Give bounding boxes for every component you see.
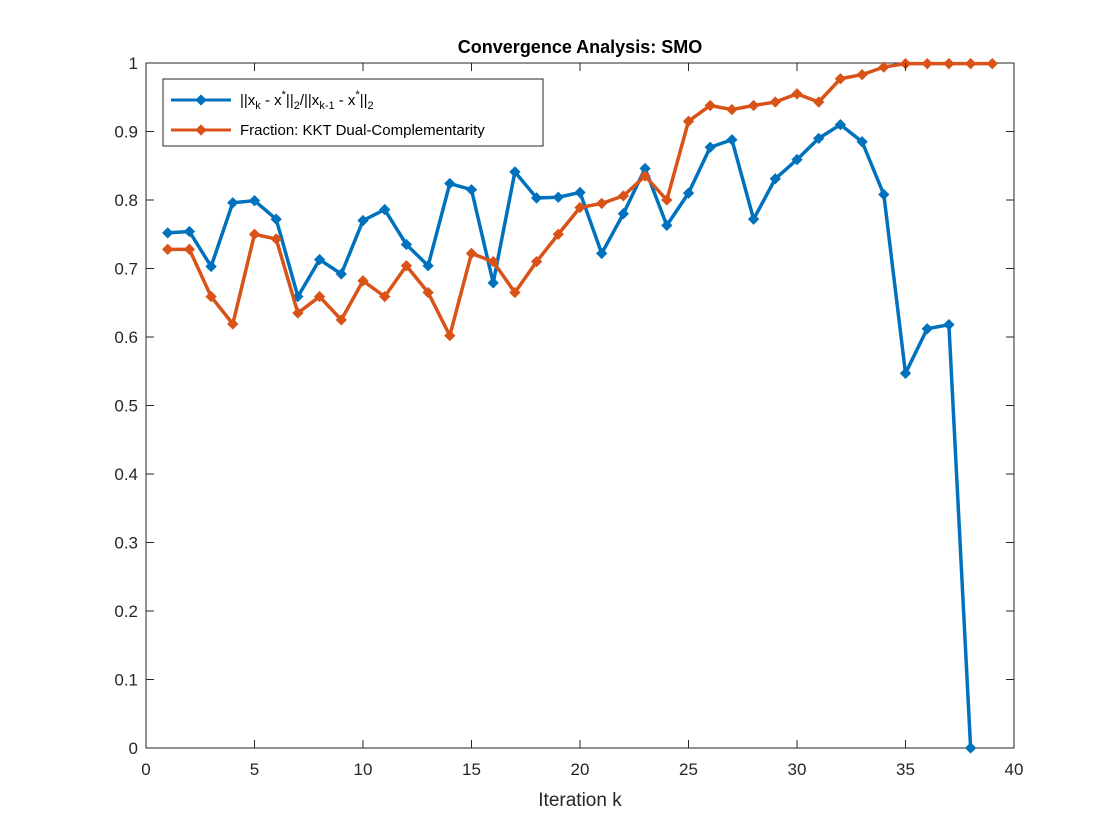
series-1-point xyxy=(162,227,174,239)
x-tick-label: 40 xyxy=(1005,760,1024,779)
series-2-point xyxy=(422,286,434,299)
series-2-point xyxy=(574,201,586,214)
series-1-point xyxy=(444,177,456,190)
series-1-point xyxy=(379,203,391,216)
x-axis-title: Iteration k xyxy=(538,790,622,811)
series-1-point xyxy=(357,214,369,227)
series-2-point xyxy=(596,197,608,210)
series-2-point xyxy=(183,243,196,255)
series-1-point xyxy=(487,277,499,289)
y-tick-label: 0.4 xyxy=(114,465,138,484)
y-tick-label: 0.5 xyxy=(114,397,138,416)
legend-box xyxy=(162,78,544,147)
series-2-point xyxy=(617,190,630,202)
series-1-point xyxy=(270,213,282,225)
series-2-point xyxy=(162,243,174,255)
series-2-point xyxy=(292,307,304,319)
series-1-point xyxy=(552,191,564,203)
series-1-point xyxy=(183,225,196,238)
series-2-point xyxy=(357,275,369,287)
series-2-point xyxy=(661,194,673,206)
y-tick-label: 0.8 xyxy=(114,191,138,210)
x-tick-label: 35 xyxy=(896,760,915,779)
series-1-point xyxy=(639,162,651,175)
series-2-point xyxy=(487,255,499,268)
y-tick-label: 0.7 xyxy=(114,260,138,279)
x-tick-label: 25 xyxy=(679,760,698,779)
series-1-point xyxy=(205,260,217,273)
series-2-point xyxy=(530,255,543,268)
plot-area xyxy=(145,62,1015,749)
series-1-point xyxy=(465,184,478,196)
x-tick-label: 20 xyxy=(571,760,590,779)
series-2-point xyxy=(227,318,239,330)
series-2-point xyxy=(400,260,413,272)
series-1-point xyxy=(422,260,434,272)
series-1-point xyxy=(313,253,326,266)
series-2-point xyxy=(444,329,456,342)
series-2-point xyxy=(248,228,261,240)
legend-label-series-2: Fraction: KKT Dual-Complementarity xyxy=(240,122,485,139)
x-tick-label: 0 xyxy=(141,760,150,779)
series-1-point xyxy=(530,192,543,204)
x-tick-label: 10 xyxy=(354,760,373,779)
series-1-point xyxy=(574,186,586,199)
series-1-point xyxy=(400,238,413,251)
y-tick-label: 0.6 xyxy=(114,328,138,347)
x-tick-label: 15 xyxy=(462,760,481,779)
series-1-point xyxy=(899,367,912,379)
series-1-point xyxy=(335,268,347,280)
x-tick-label: 5 xyxy=(250,760,259,779)
series-1-point xyxy=(964,742,977,754)
tick-layer: 0 5 10 15 20 25 30 35 40 0 0.1 0.2 0.3 0.4 0.5 0.6 0.7 0.… xyxy=(114,54,1023,779)
series-1-point xyxy=(682,187,695,199)
y-tick-label: 0.1 xyxy=(114,671,138,690)
series-2-point xyxy=(270,233,282,245)
series-1-point xyxy=(921,323,933,335)
series-1-point xyxy=(856,136,868,148)
series-1-point xyxy=(769,173,781,185)
series-2-point xyxy=(205,290,217,303)
series-1-point xyxy=(747,213,760,225)
series-1-point xyxy=(661,219,673,232)
series-2-point xyxy=(552,228,564,240)
chart-title: Convergence Analysis: SMO xyxy=(458,37,702,57)
series-1-point xyxy=(704,141,716,153)
series-1-point xyxy=(813,132,825,145)
series-1 xyxy=(162,118,977,754)
y-tick-label: 0.2 xyxy=(114,602,138,621)
series-2-point xyxy=(335,314,347,326)
series-1-point xyxy=(248,195,261,207)
series-1-point xyxy=(791,153,803,166)
series-2-point xyxy=(379,290,391,303)
y-tick-label: 0 xyxy=(129,739,138,758)
legend-label-series-1: ||xk - x*||2/||xk-1 - x*||2 xyxy=(240,89,374,112)
series-1-point xyxy=(726,134,738,146)
series-1-point xyxy=(617,208,630,220)
series-2-point xyxy=(465,247,478,260)
series-2-point xyxy=(313,290,326,303)
x-tick-label: 30 xyxy=(788,760,807,779)
y-tick-label: 0.9 xyxy=(114,123,138,142)
y-tick-label: 0.3 xyxy=(114,534,138,553)
series-1-point xyxy=(943,319,955,331)
series-1-point xyxy=(878,188,890,201)
series-1-point xyxy=(227,197,239,209)
y-tick-label: 1 xyxy=(129,54,138,73)
series-1-point xyxy=(596,247,608,260)
series-1-line xyxy=(167,122,973,749)
series-2-point xyxy=(639,170,651,182)
legend: ||xk - x*||2/||xk-1 - x*||2 Fraction: KK… xyxy=(162,78,544,147)
